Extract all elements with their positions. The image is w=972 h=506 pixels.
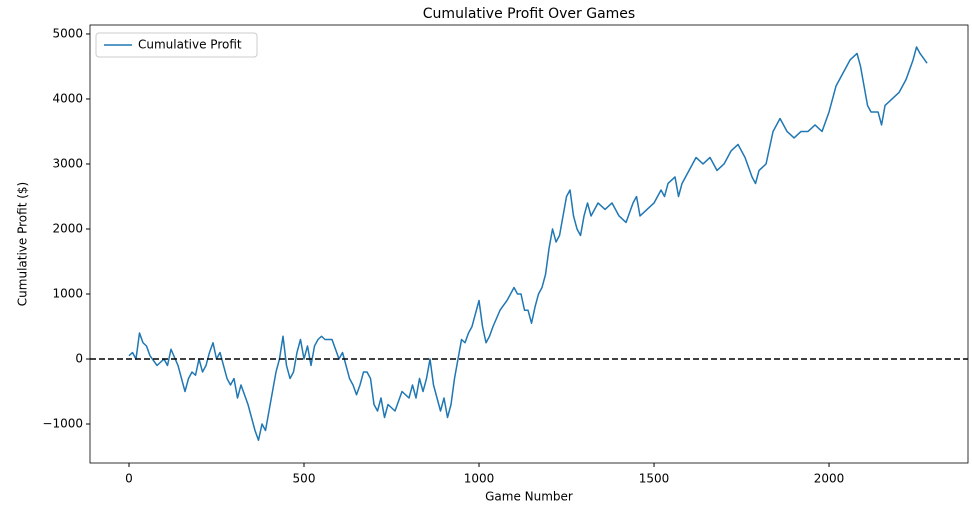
- y-tick-label: −1000: [42, 416, 83, 430]
- y-tick-label: 5000: [52, 26, 83, 40]
- data-line: [128, 46, 928, 441]
- x-tick-label: 500: [293, 472, 316, 486]
- y-tick-label: 1000: [52, 286, 83, 300]
- y-tick-label: 0: [75, 351, 83, 365]
- legend-label: Cumulative Profit: [138, 38, 242, 52]
- plot-frame: [89, 24, 969, 464]
- legend-box: [95, 32, 258, 58]
- y-tick-label: 2000: [52, 221, 83, 235]
- x-axis-label: Game Number: [485, 490, 573, 504]
- x-tick-label: 1000: [464, 472, 495, 486]
- x-tick-label: 1500: [639, 472, 670, 486]
- x-tick-label: 0: [125, 472, 133, 486]
- y-axis-label: Cumulative Profit ($): [16, 182, 30, 306]
- x-tick-label: 2000: [814, 472, 845, 486]
- y-tick-label: 3000: [52, 156, 83, 170]
- chart-title: Cumulative Profit Over Games: [423, 6, 635, 22]
- y-tick-label: 4000: [52, 91, 83, 105]
